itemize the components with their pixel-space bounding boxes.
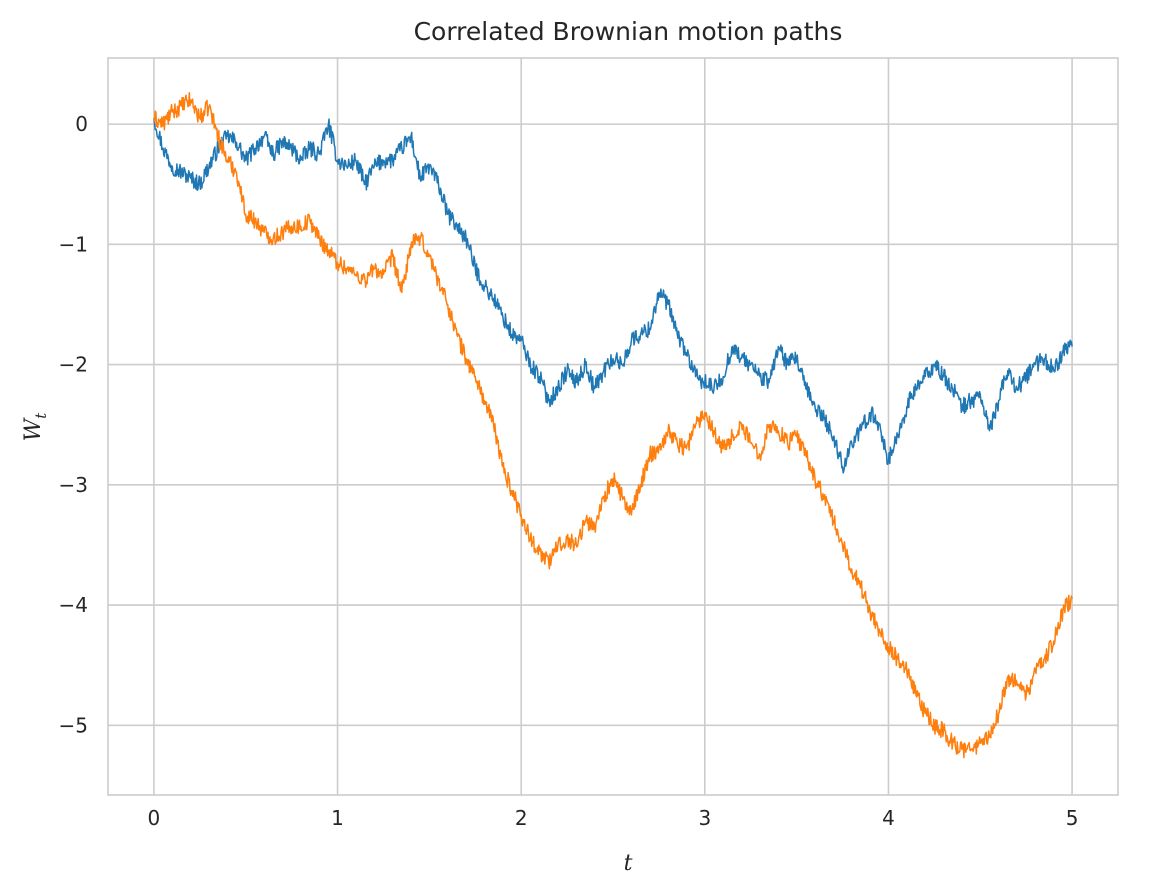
x-tick-label: 4 [882, 806, 895, 830]
y-tick-label: −2 [59, 353, 88, 377]
x-tick-label: 3 [698, 806, 711, 830]
y-tick-label: −1 [59, 232, 88, 256]
x-gridlines [153, 58, 1073, 795]
y-axis-label: Wt [21, 412, 50, 442]
x-axis-label: t [624, 851, 633, 876]
y-tick-label: −4 [59, 593, 88, 617]
y-axis-label-subscript: t [32, 412, 50, 419]
y-axis-label-main: W [21, 416, 46, 441]
y-tick-label: −5 [59, 713, 88, 737]
x-tick-label: 1 [331, 806, 344, 830]
chart-title: Correlated Brownian motion paths [414, 17, 843, 46]
y-tick-labels: 0 −1 −2 −3 −4 −5 [59, 112, 88, 737]
x-tick-label: 5 [1066, 806, 1079, 830]
plot-area [107, 57, 1119, 796]
x-tick-labels: 0 1 2 3 4 5 [148, 806, 1079, 830]
y-tick-label: 0 [75, 112, 88, 136]
series-layer [153, 91, 1073, 759]
y-tick-label: −3 [59, 473, 88, 497]
series-line-1 [153, 118, 1073, 474]
x-tick-label: 0 [148, 806, 161, 830]
x-tick-label: 2 [515, 806, 528, 830]
series-line-2 [153, 91, 1073, 759]
